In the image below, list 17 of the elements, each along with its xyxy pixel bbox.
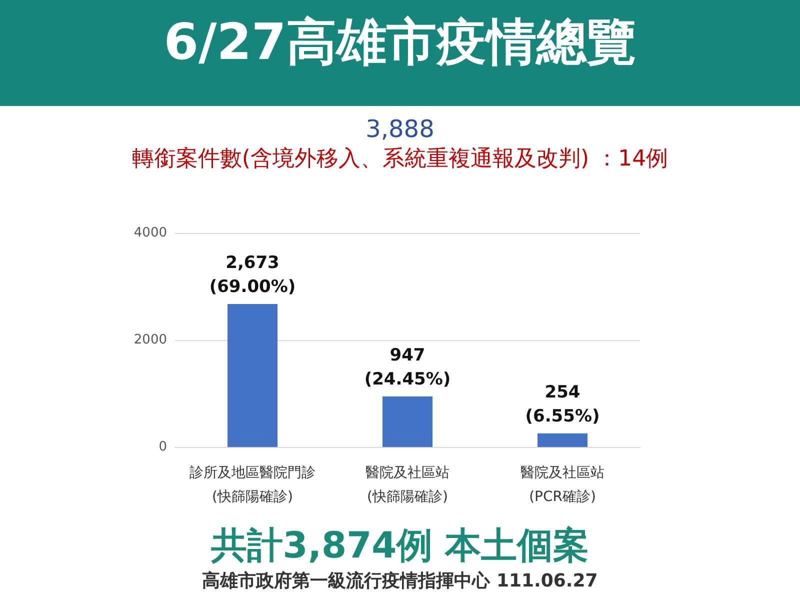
x-tick-label: 診所及地區醫院門診 (快篩陽確診) <box>190 465 316 505</box>
chart-subtitle: 3,888 <box>366 115 434 143</box>
bar <box>228 304 278 447</box>
x-tick-label: 醫院及社區站 (快篩陽確診) <box>366 465 450 505</box>
data-label: 2,673 (69.00%) <box>209 252 296 297</box>
data-label: 254 (6.55%) <box>525 382 600 426</box>
chart-title: 6/27高雄市疫情總覽 <box>164 13 636 71</box>
bar <box>382 396 432 447</box>
x-tick-label: 醫院及社區站 (PCR確診) <box>520 465 604 505</box>
text: 轉銜案件數(含境外移入、系統重複通報及改判) ：14例 <box>132 146 668 172</box>
y-tick-label: 4000 <box>134 226 167 240</box>
bar <box>538 433 588 447</box>
data-label: 947 (24.45%) <box>364 345 451 390</box>
y-tick-label: 2000 <box>134 332 167 348</box>
text: 高雄市政府第一級流行疫情指揮中心 111.06.27 <box>202 570 598 592</box>
y-tick-label: 0 <box>158 440 167 454</box>
text: 共計3,874例 本土個案 <box>210 526 590 566</box>
